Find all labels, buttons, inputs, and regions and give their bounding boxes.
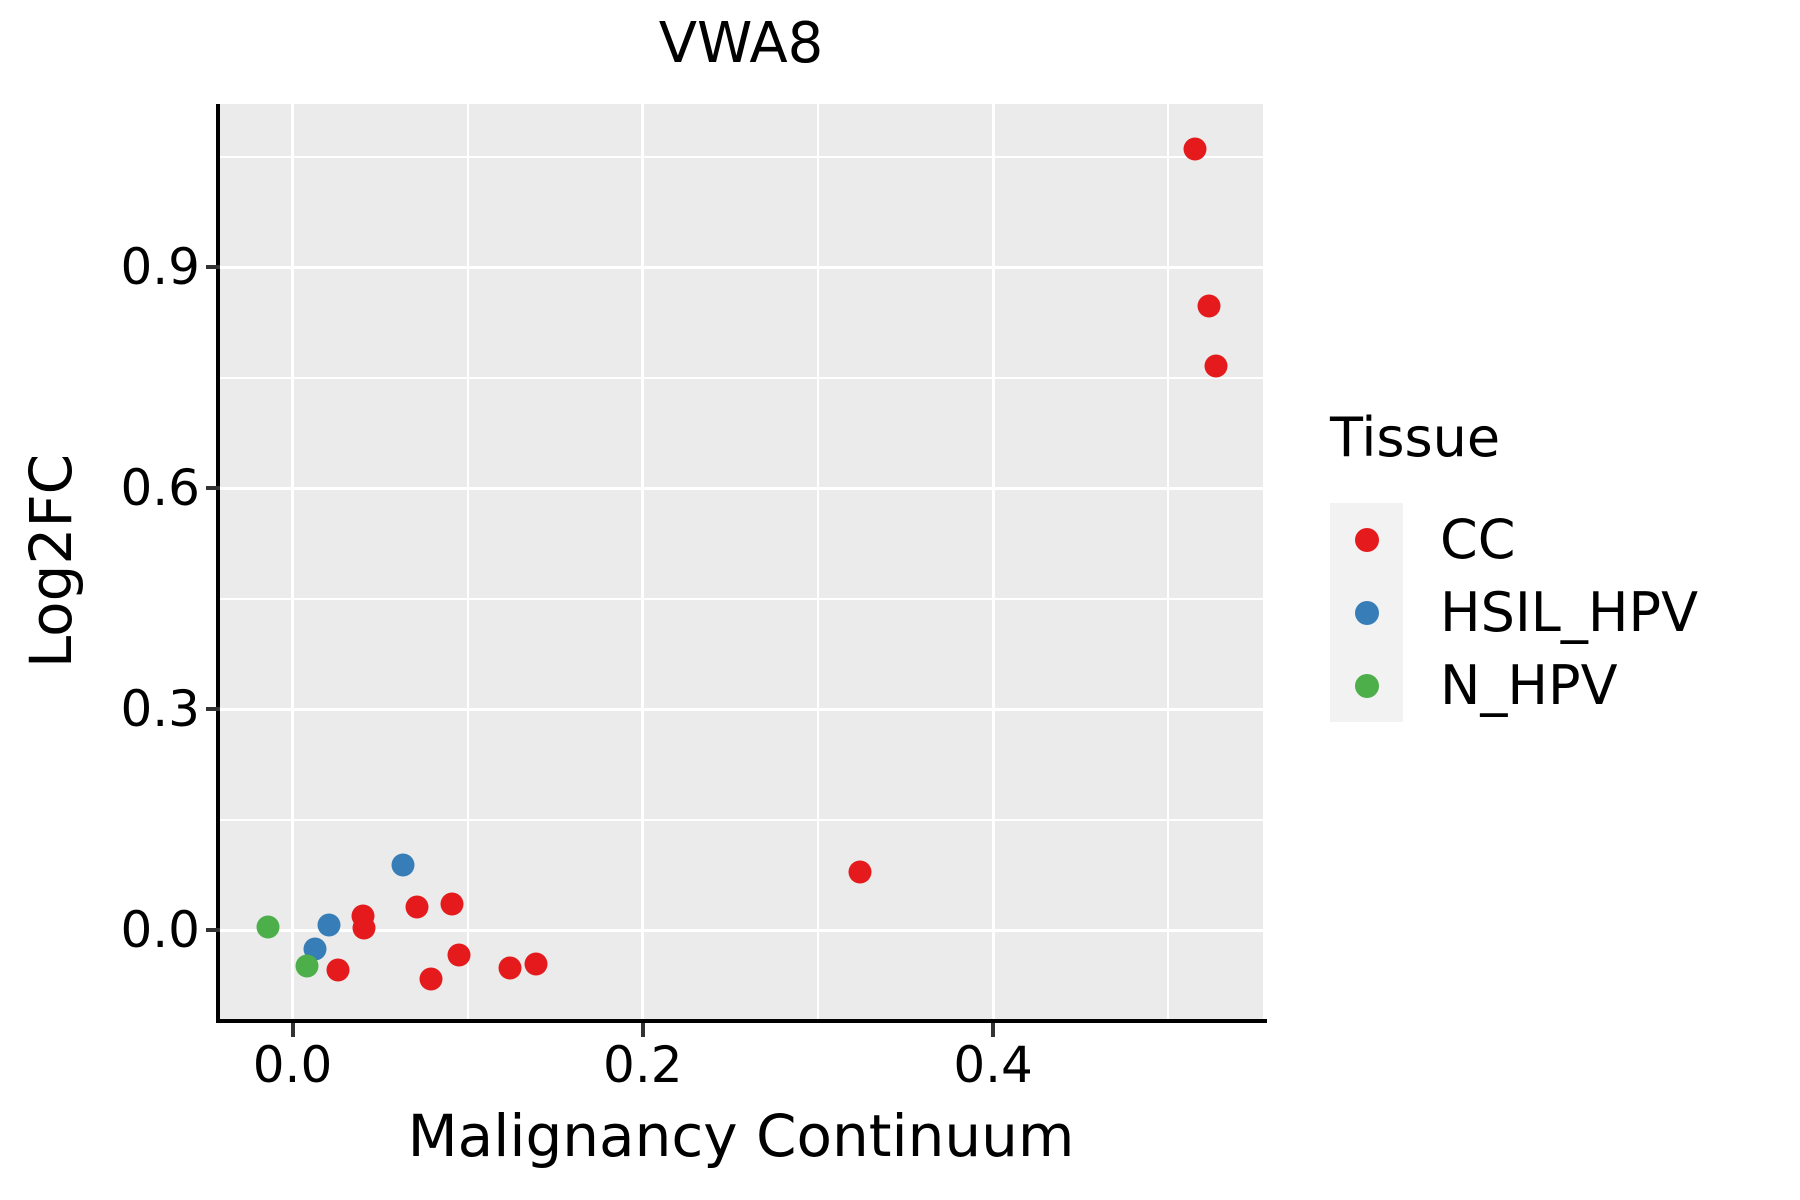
y-tick-label: 0.3 [120, 680, 200, 738]
y-axis-title: Log2FC [17, 453, 85, 669]
x-tick-label: 0.0 [252, 1036, 333, 1094]
data-point [1204, 354, 1228, 378]
data-point [848, 860, 872, 884]
data-point [1183, 137, 1207, 161]
legend-key [1330, 503, 1403, 576]
gridline-major-x [291, 104, 294, 1019]
gridline-major-y [220, 928, 1263, 932]
gridline-major-y [220, 486, 1263, 490]
data-point [440, 892, 464, 916]
gridline-major-y [220, 707, 1263, 711]
data-point [447, 943, 471, 967]
gridline-major-x [641, 104, 645, 1019]
x-axis-tick [290, 1023, 295, 1037]
legend-swatch-dot [1354, 673, 1379, 698]
x-axis-spine [216, 1019, 1267, 1023]
legend-keys: CC HSIL_HPV N_HPV [1330, 503, 1698, 722]
data-point [352, 916, 376, 940]
legend-item-label: N_HPV [1440, 653, 1618, 717]
legend-key [1330, 576, 1403, 649]
legend-swatch-dot [1354, 600, 1379, 625]
gridline-minor-y [220, 597, 1263, 600]
gridline-minor-x [466, 104, 469, 1019]
gridline-minor-y [220, 818, 1263, 821]
legend-item: CC [1330, 503, 1698, 576]
x-tick-label: 0.4 [953, 1036, 1033, 1094]
data-point [405, 895, 429, 919]
gridline-minor-x [1167, 104, 1170, 1019]
data-point [326, 958, 350, 982]
data-point [419, 967, 443, 991]
data-point [1197, 294, 1221, 318]
legend-item-label: HSIL_HPV [1440, 580, 1699, 644]
legend-title: Tissue [1330, 406, 1501, 469]
legend-key [1330, 649, 1403, 722]
x-axis-tick [640, 1023, 645, 1037]
y-tick-label: 0.0 [120, 901, 200, 959]
data-point [391, 853, 415, 877]
plot-panel [220, 104, 1263, 1019]
x-tick-label: 0.2 [603, 1036, 683, 1094]
x-axis-tick [991, 1023, 996, 1037]
data-point [256, 915, 280, 939]
chart-title: VWA8 [658, 11, 824, 76]
data-point [524, 952, 548, 976]
gridline-minor-y [220, 376, 1263, 379]
gridline-minor-x [816, 104, 819, 1019]
y-tick-label: 0.9 [120, 238, 200, 297]
y-axis-spine [216, 104, 220, 1023]
legend-item: N_HPV [1330, 649, 1698, 722]
x-axis-title: Malignancy Continuum [407, 1102, 1075, 1170]
data-point [295, 954, 319, 978]
data-point [317, 913, 341, 937]
gridline-major-x [991, 104, 995, 1019]
gridline-minor-y [220, 155, 1263, 158]
data-point [498, 956, 522, 980]
gridline-major-y [220, 265, 1263, 269]
legend: Tissue CC HSIL_HPV N_HPV [1330, 406, 1770, 722]
legend-swatch-dot [1354, 527, 1379, 552]
legend-item: HSIL_HPV [1330, 576, 1698, 649]
legend-item-label: CC [1440, 507, 1516, 571]
